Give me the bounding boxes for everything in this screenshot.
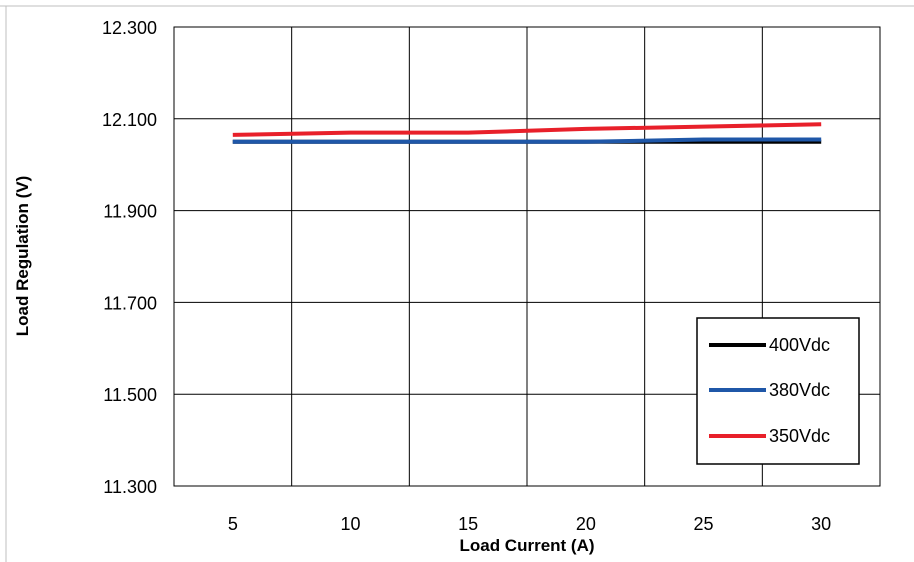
x-tick-label: 25: [693, 514, 713, 534]
y-axis-ticks: 11.300 11.500 11.700 11.900 12.100 12.300: [102, 18, 157, 497]
legend-label: 350Vdc: [769, 426, 830, 446]
x-tick-label: 30: [811, 514, 831, 534]
series-line-380vdc: [232, 137, 822, 144]
x-tick-label: 5: [228, 514, 238, 534]
y-tick-label: 12.300: [102, 18, 157, 38]
y-tick-label: 11.300: [103, 477, 157, 497]
y-tick-label: 12.100: [102, 110, 157, 130]
series-line-350vdc: [232, 122, 822, 137]
series-lines: [232, 122, 822, 144]
legend-label: 380Vdc: [769, 380, 830, 400]
y-tick-label: 11.900: [103, 202, 157, 222]
y-axis-label: Load Regulation (V): [13, 176, 32, 337]
x-axis-label: Load Current (A): [459, 536, 594, 555]
legend-label: 400Vdc: [769, 335, 830, 355]
x-tick-label: 20: [576, 514, 596, 534]
x-tick-label: 10: [340, 514, 360, 534]
legend: 400Vdc 380Vdc 350Vdc: [696, 317, 860, 465]
plot-area: [173, 26, 881, 487]
y-tick-label: 11.700: [103, 293, 157, 313]
x-tick-label: 15: [458, 514, 478, 534]
y-tick-label: 11.500: [103, 385, 157, 405]
x-axis-ticks: 5 10 15 20 25 30: [228, 514, 831, 534]
